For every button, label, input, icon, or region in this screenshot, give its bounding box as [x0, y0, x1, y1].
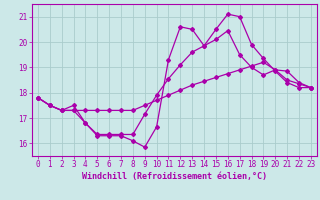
X-axis label: Windchill (Refroidissement éolien,°C): Windchill (Refroidissement éolien,°C) [82, 172, 267, 181]
